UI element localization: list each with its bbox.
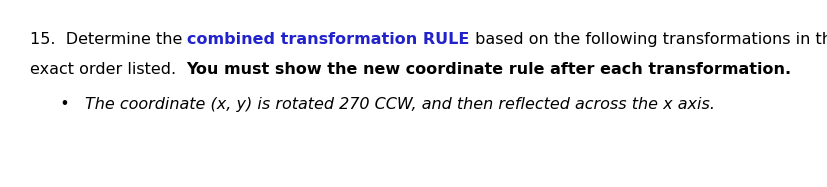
Text: 15.  Determine the: 15. Determine the — [30, 32, 187, 47]
Text: •: • — [50, 97, 85, 112]
Text: exact order listed.: exact order listed. — [30, 62, 186, 77]
Text: You must show the new coordinate rule after each transformation.: You must show the new coordinate rule af… — [186, 62, 791, 77]
Text: based on the following transformations in the: based on the following transformations i… — [469, 32, 827, 47]
Text: combined transformation RULE: combined transformation RULE — [187, 32, 469, 47]
Text: The coordinate (x, y) is rotated 270 CCW, and then reflected across the x axis.: The coordinate (x, y) is rotated 270 CCW… — [85, 97, 715, 112]
